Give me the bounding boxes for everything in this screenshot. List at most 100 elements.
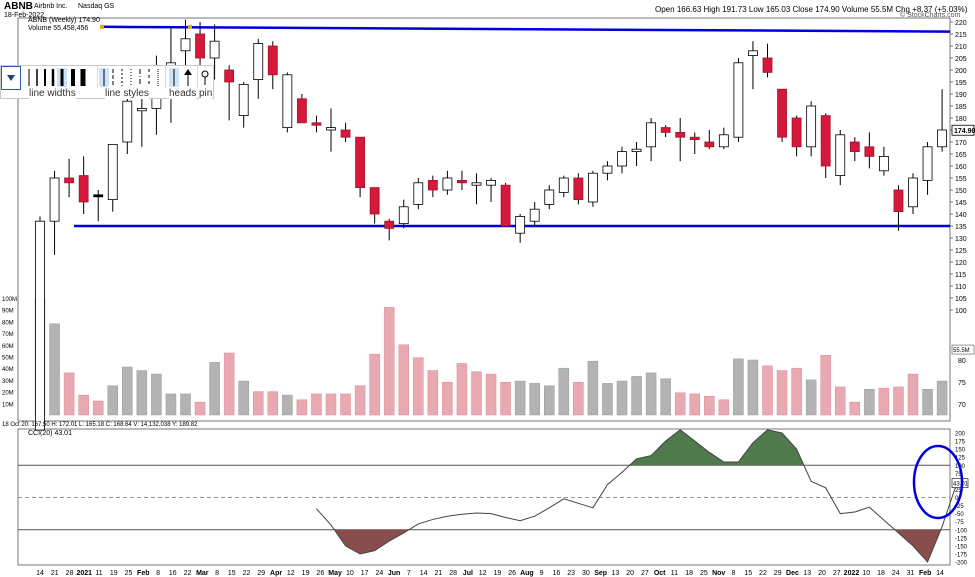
price-tick-label: 210 (955, 44, 967, 51)
x-axis-label: 10 (346, 570, 354, 577)
low-label: Low (748, 5, 764, 14)
volume-bar (63, 372, 75, 416)
x-axis-label: 24 (375, 570, 383, 577)
price-tick-label: 110 (955, 284, 966, 291)
volume-bar (544, 385, 555, 416)
volume-bar (383, 307, 395, 416)
price-tick-label: 170 (955, 140, 967, 147)
candle-body (500, 184, 511, 227)
price-tick-label: 140 (955, 212, 967, 219)
x-axis-label: Sep (594, 570, 607, 577)
x-axis-label: 22 (184, 570, 192, 577)
candle-body (398, 206, 409, 225)
x-axis-label: 27 (833, 570, 841, 577)
line-widths-picker[interactable] (25, 66, 98, 88)
cci-tick-label: -175 (955, 552, 968, 558)
x-axis-label: 19 (493, 570, 501, 577)
volume-bar (733, 358, 744, 416)
cci-tick-label: -150 (955, 544, 968, 550)
candle-body (209, 40, 220, 59)
price-tick-label: 160 (955, 164, 967, 171)
volume-bar (747, 359, 759, 416)
candle-body (733, 62, 744, 138)
x-axis-label: 23 (567, 570, 575, 577)
volume-bar (602, 383, 613, 416)
volume-bar (413, 357, 424, 416)
cci-tick-label: 0 (955, 496, 959, 502)
open-label: Open (655, 5, 675, 14)
last-price-label: 174.90 (954, 128, 975, 135)
price-tick-label: 150 (955, 188, 967, 195)
x-axis-label: Jul (463, 570, 473, 577)
chg-label: Chg (895, 5, 910, 14)
x-axis-label: 11 (671, 570, 678, 577)
candle-body (253, 43, 264, 80)
x-axis-label: 18 (877, 570, 885, 577)
candle-body (340, 129, 351, 138)
volume-last-value-box (951, 344, 975, 355)
candle-body (311, 122, 322, 126)
volume-tick-label: 60M (2, 344, 14, 350)
cci-overbought-fill (629, 429, 804, 466)
price-tick-label: 165 (955, 152, 967, 159)
candle-body (413, 182, 424, 205)
volume-value: 55.5M (870, 5, 894, 14)
volume-bar (471, 371, 482, 416)
volume-right-tick-label: 70 (958, 402, 966, 409)
price-tick-label: 180 (955, 116, 967, 123)
volume-bar (922, 389, 933, 416)
pin-label: pin (199, 88, 213, 99)
volume-bar (92, 400, 104, 416)
cci-last-value-box (951, 478, 969, 488)
x-axis-label: 22 (759, 570, 767, 577)
cci-tick-label: 125 (955, 456, 966, 462)
candle-body (602, 165, 613, 174)
cci-tick-label: -125 (955, 536, 968, 542)
candle-body (922, 146, 933, 181)
candle-body (588, 172, 598, 203)
x-axis-label: 28 (66, 570, 74, 577)
volume-bar (485, 373, 497, 416)
candle-body (384, 220, 395, 229)
volume-bar (442, 381, 453, 416)
price-tick-label: 220 (955, 20, 967, 27)
x-axis-label: 15 (228, 570, 236, 577)
volume-bar (456, 363, 468, 416)
volume-bar (107, 385, 118, 416)
price-tick-label: 125 (955, 248, 967, 255)
price-tick-label: 120 (955, 260, 967, 267)
x-axis-label: 19 (110, 570, 118, 577)
volume-bar (253, 391, 264, 416)
symbol: ABNB (4, 1, 33, 12)
cci-tick-label: 200 (955, 432, 966, 438)
annotation-toolbar: line widths line styles heads pin (0, 65, 214, 99)
x-axis-label: Apr (270, 570, 282, 577)
candle-body (35, 220, 45, 431)
volume-bar (936, 380, 948, 416)
line-styles-picker[interactable] (99, 66, 166, 88)
candle-body (631, 148, 642, 152)
price-tick-label: 135 (955, 224, 967, 231)
x-axis-label: 18 (685, 570, 693, 577)
arrow-heads-picker[interactable] (167, 66, 198, 88)
x-axis-label: 19 (302, 570, 310, 577)
candle-body (820, 115, 831, 167)
pin-toggle[interactable] (199, 66, 212, 88)
x-axis-label: 12 (287, 570, 295, 577)
cci-tick-label: -100 (955, 528, 968, 534)
volume-label: Volume (841, 5, 869, 14)
x-axis-label: 28 (449, 570, 457, 577)
x-axis-label: 8 (215, 570, 219, 577)
volume-bar (500, 381, 511, 416)
high-label: High (703, 5, 720, 14)
high-value: 191.73 (722, 5, 747, 14)
volume-bar (616, 380, 628, 416)
x-axis-label: 10 (862, 570, 870, 577)
toolbar-dropdown[interactable] (1, 66, 21, 90)
volume-tick-label: 50M (2, 356, 14, 362)
watermark: © StockCharts.com (900, 12, 961, 19)
volume-bar (369, 353, 380, 416)
candle-body (107, 143, 118, 200)
candle-body (558, 177, 569, 193)
